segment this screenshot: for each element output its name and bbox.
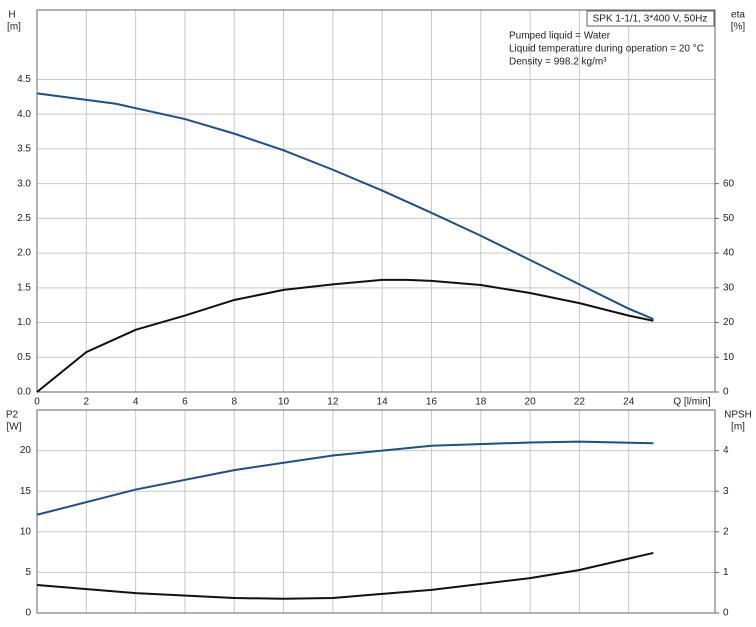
- x-tick-label: 24: [623, 397, 635, 408]
- y-tick-label: 0: [25, 608, 31, 619]
- y-tick-label: 1.5: [17, 282, 31, 293]
- x-tick-label: 18: [475, 397, 487, 408]
- y2-tick-label: 30: [723, 282, 735, 293]
- y-tick-label: 2.0: [17, 248, 31, 259]
- plot-frame: [36, 9, 716, 393]
- y-axis-label: P2: [6, 410, 19, 421]
- y2-axis-unit: [%]: [731, 22, 746, 33]
- x-tick-label: 6: [182, 397, 188, 408]
- y2-tick-label: 3: [723, 486, 729, 497]
- y2-tick-label: 4: [723, 445, 729, 456]
- y-axis-unit: [m]: [7, 22, 21, 33]
- y-tick-label: 0.0: [17, 387, 31, 398]
- x-tick-label: 22: [574, 397, 586, 408]
- y2-tick-label: 20: [723, 317, 735, 328]
- y2-tick-label: 60: [723, 178, 735, 189]
- y-tick-label: 10: [20, 526, 32, 537]
- annotation: Density = 998.2 kg/m³: [509, 57, 607, 68]
- x-tick-label: 2: [84, 397, 90, 408]
- y2-tick-label: 50: [723, 213, 735, 224]
- plot-frame: [36, 409, 716, 614]
- curve: [36, 440, 654, 516]
- y2-tick-label: 2: [723, 526, 729, 537]
- y2-tick-label: 40: [723, 248, 735, 259]
- x-axis-label: Q [l/min]: [673, 397, 710, 408]
- y-tick-label: 4.5: [17, 74, 31, 85]
- curve: [36, 278, 654, 393]
- y-tick-label: 1.0: [17, 317, 31, 328]
- x-tick-label: 10: [278, 397, 290, 408]
- x-tick-label: 8: [231, 397, 237, 408]
- x-tick-label: 4: [133, 397, 139, 408]
- y2-axis-label: NPSH: [724, 410, 752, 421]
- x-tick-label: 0: [34, 397, 40, 408]
- annotation: Pumped liquid = Water: [509, 31, 611, 42]
- annotation: Liquid temperature during operation = 20…: [509, 44, 704, 55]
- curve: [36, 551, 654, 600]
- y-tick-label: 20: [20, 445, 32, 456]
- y-axis-unit: [W]: [7, 422, 22, 433]
- y2-tick-label: 0: [723, 608, 729, 619]
- x-tick-label: 20: [525, 397, 537, 408]
- annotation-box-text: SPK 1-1/1, 3*400 V, 50Hz: [593, 14, 708, 25]
- y-tick-label: 3.0: [17, 178, 31, 189]
- y2-tick-label: 10: [723, 352, 735, 363]
- y-tick-label: 5: [25, 567, 31, 578]
- y-tick-label: 2.5: [17, 213, 31, 224]
- curve: [36, 92, 654, 320]
- x-tick-label: 16: [426, 397, 438, 408]
- y-tick-label: 3.5: [17, 144, 31, 155]
- x-tick-label: 12: [327, 397, 339, 408]
- y-axis-label: H: [8, 10, 15, 21]
- y2-axis-unit: [m]: [731, 422, 745, 433]
- y-tick-label: 15: [20, 486, 32, 497]
- x-tick-label: 14: [377, 397, 389, 408]
- y2-axis-label: eta: [731, 10, 745, 21]
- y2-tick-label: 0: [723, 387, 729, 398]
- y2-tick-label: 1: [723, 567, 729, 578]
- annotation-box: [586, 10, 715, 27]
- y-tick-label: 0.5: [17, 352, 31, 363]
- y-tick-label: 4.0: [17, 109, 31, 120]
